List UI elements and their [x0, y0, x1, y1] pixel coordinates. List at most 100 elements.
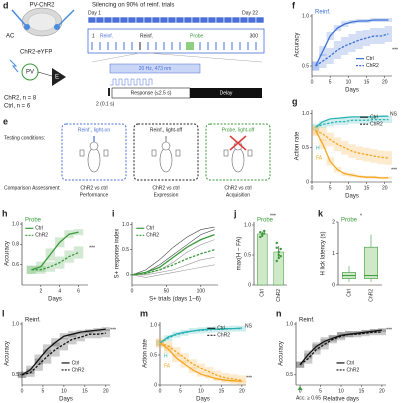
- panel-d: d PV-ChR2 AC ChR2-eYFP PV E ChR2, n = 8 …: [3, 0, 265, 110]
- x-tick-label: ChR2: [368, 289, 374, 302]
- chart-title: Reinf.: [315, 10, 331, 16]
- error-band: [341, 37, 349, 55]
- y-tick-label: 0.5: [122, 247, 129, 253]
- error-band: [353, 331, 362, 338]
- series-line: [159, 342, 242, 383]
- error-band: [76, 333, 85, 342]
- panel-letter: k: [318, 208, 324, 218]
- legend-label: ChR2: [72, 367, 85, 373]
- zoom-line: [91, 52, 141, 63]
- y-tick-label: 1.0: [122, 222, 129, 228]
- chart-title: Probe: [257, 218, 274, 224]
- outcome: Acquisition: [226, 192, 250, 198]
- y-tick-label: 1.0: [150, 322, 157, 328]
- y-tick-label: 0.5: [244, 252, 251, 258]
- annotation: Acc. ≥ 0.65: [296, 395, 321, 401]
- error-band: [362, 116, 371, 124]
- legend-label: Ctrl: [217, 326, 225, 332]
- y-tick-label: 0: [154, 382, 157, 388]
- series-line: [131, 249, 215, 276]
- error-band: [377, 150, 385, 165]
- outcome: Performance: [80, 192, 109, 198]
- x-tick-label: 10: [61, 388, 67, 394]
- series-line: [299, 331, 382, 366]
- y-axis-label: Accuracy: [295, 33, 301, 58]
- series-line: [131, 233, 215, 276]
- tone-bar: [108, 88, 110, 96]
- error-band: [229, 374, 238, 384]
- delay-label: Delay: [220, 90, 233, 96]
- y-axis-label: Accuracy: [5, 241, 11, 266]
- pulse-train: [110, 78, 153, 86]
- legend-label: Ctrl: [146, 226, 154, 232]
- y-tick-label: 1.0: [286, 321, 293, 327]
- data-point: [261, 234, 264, 237]
- panel-letter: l: [2, 308, 5, 318]
- data-point: [275, 241, 278, 245]
- onset-marker: [297, 386, 303, 390]
- panel-letter: h: [2, 208, 8, 218]
- y-tick-label: 1.0: [302, 13, 309, 19]
- y-axis-label: H lick latency (s): [321, 231, 327, 275]
- series-line: [315, 118, 389, 128]
- x-tick-label: 15: [219, 388, 225, 394]
- x-tick-label: 15: [359, 388, 365, 394]
- y-tick-label: 0.5: [150, 352, 157, 358]
- x-axis-label: S+ trials (days 1–6): [149, 297, 201, 303]
- error-band: [45, 261, 55, 272]
- zoom-line: [147, 52, 263, 63]
- box: [364, 246, 378, 279]
- y-tick-label: 1.0: [244, 222, 251, 228]
- series-line: [315, 19, 389, 67]
- error-band: [51, 342, 60, 357]
- legend-label: Ctrl: [370, 115, 378, 121]
- x-axis-label: Days: [48, 297, 62, 303]
- annotation: ***: [392, 47, 398, 53]
- legend-label: Ctrl: [72, 360, 80, 366]
- region-label: AC: [6, 34, 15, 40]
- annotation: ***: [386, 327, 392, 333]
- x-axis-label: Days: [59, 397, 73, 403]
- y-tick-label: 0.5: [302, 145, 309, 151]
- x-tick-label: 5: [42, 388, 45, 394]
- condition-label: Probe, light-off: [222, 127, 255, 133]
- day-start: Day 1: [88, 10, 101, 16]
- x-tick-label: 20: [382, 79, 388, 85]
- y-tick-label: 0: [126, 272, 129, 278]
- error-band: [361, 330, 370, 337]
- error-band: [26, 265, 37, 274]
- annotation: FA: [164, 363, 171, 369]
- series-line: [31, 251, 79, 271]
- error-band: [377, 329, 386, 336]
- e-label: E: [55, 75, 59, 81]
- data-point: [277, 250, 280, 254]
- panel-letter: i: [112, 208, 115, 218]
- x-tick-label: Ctrl: [260, 289, 266, 297]
- error-band: [319, 120, 327, 128]
- x-tick-label: 0: [159, 388, 162, 394]
- tone-label: 2 (0.1 s): [96, 101, 115, 107]
- panel-letter: m: [140, 308, 148, 318]
- fiber: [11, 9, 28, 28]
- comparison: ChR2 vs ctrl: [80, 185, 107, 191]
- data-point: [259, 235, 262, 239]
- series-line: [315, 129, 389, 159]
- block-probe: Probe: [190, 33, 204, 39]
- day-end: Day 22: [242, 10, 258, 16]
- day-blocks: [87, 16, 265, 24]
- condition-label: Reinf., light-off: [150, 127, 183, 133]
- annotation: NS: [245, 323, 253, 329]
- y-axis-label: Accuracy: [5, 341, 11, 366]
- x-tick-label: 15: [364, 79, 370, 85]
- legend-label: ChR2: [370, 122, 383, 128]
- y-axis-label: Action rate: [295, 131, 301, 160]
- x-tick-label: 0: [311, 185, 314, 191]
- legend-label: ChR2: [347, 367, 360, 373]
- y-tick-label: 1: [332, 251, 335, 257]
- x-tick-label: 20: [379, 388, 385, 394]
- y-tick-label: 0: [306, 179, 309, 185]
- trial-ticks: [91, 42, 257, 50]
- light-label: 20 Hz, 473 nm: [139, 66, 172, 72]
- delay-box: [190, 88, 262, 98]
- error-band: [355, 31, 363, 49]
